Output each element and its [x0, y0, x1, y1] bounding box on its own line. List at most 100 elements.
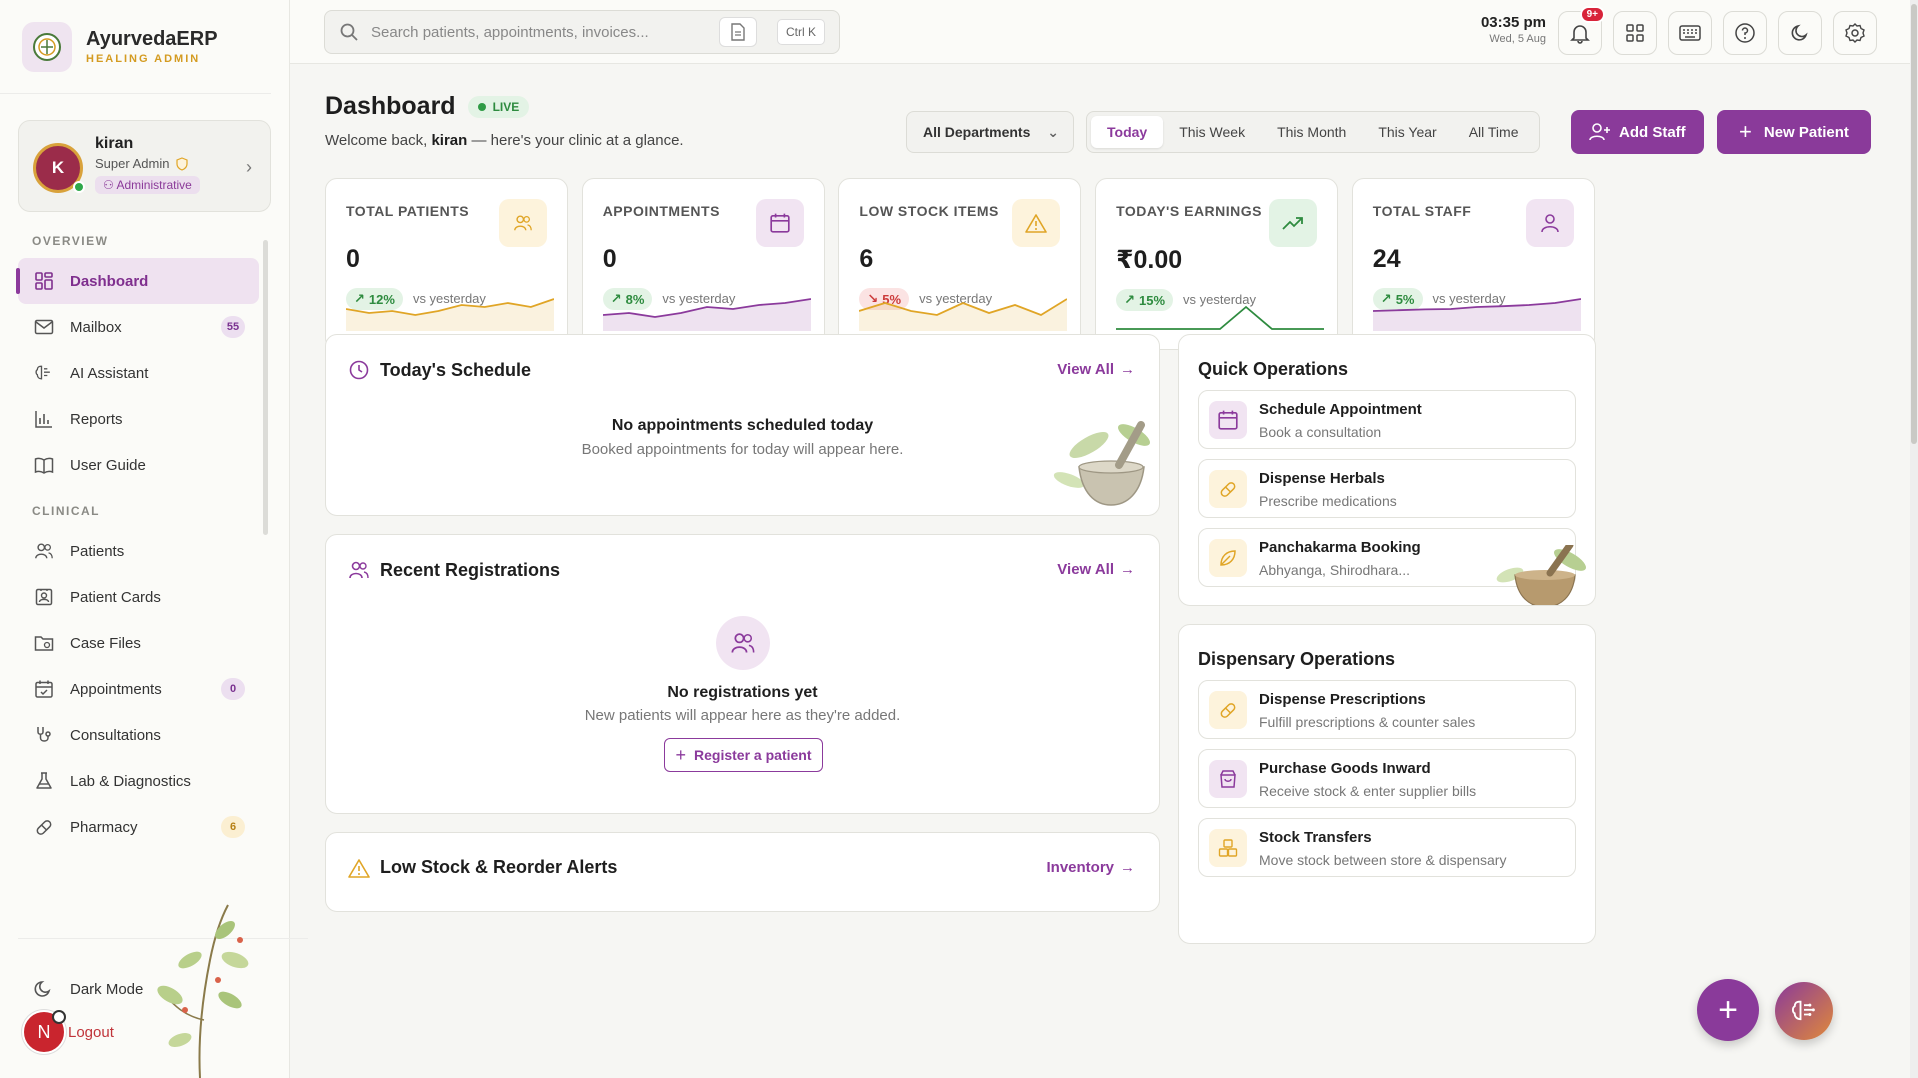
registrations-view-all-label: View All [1057, 561, 1114, 578]
inventory-link[interactable]: Inventory → [1046, 859, 1135, 876]
stat-trend: ↘ 5% [859, 288, 910, 310]
schedule-empty-title: No appointments scheduled today [611, 417, 874, 434]
sidebar-item-case-files[interactable]: Case Files [18, 620, 259, 666]
brand-subtitle: HEALING ADMIN [86, 53, 201, 65]
sidebar-item-dashboard[interactable]: Dashboard [16, 258, 259, 304]
operation-stock-transfers[interactable]: Stock Transfers Move stock between store … [1198, 818, 1576, 877]
calendar-icon [755, 199, 804, 247]
document-search-icon[interactable] [719, 17, 757, 47]
sidebar-item-consultations[interactable]: Consultations [18, 712, 259, 758]
operation-purchase-goods-inward[interactable]: Purchase Goods Inward Receive stock & ent… [1198, 749, 1576, 808]
tab-this-year[interactable]: This Year [1378, 124, 1437, 140]
stat-trend: ↗ 5% [1372, 288, 1423, 310]
help-button[interactable] [1723, 11, 1767, 55]
sparkline-area [346, 299, 554, 331]
clock-date: Wed, 5 Aug [1489, 33, 1546, 45]
sidebar-item-patient-cards[interactable]: Patient Cards [18, 574, 259, 620]
add-staff-button[interactable]: Add Staff [1571, 110, 1704, 154]
empty-users-icon [716, 616, 770, 670]
search-icon [340, 23, 358, 41]
trend-up-icon: ↗ [1124, 292, 1135, 307]
add-staff-label: Add Staff [1619, 123, 1686, 141]
sparkline-line [1372, 298, 1581, 312]
registrations-view-all-link[interactable]: View All → [1057, 561, 1135, 578]
operation-dispense-herbals[interactable]: Dispense Herbals Prescribe medications [1198, 459, 1576, 518]
theme-toggle-button[interactable] [1778, 11, 1822, 55]
role-badge: ⚇ Administrative [95, 176, 200, 194]
operation-subtitle: Abhyanga, Shirodhara... [1259, 562, 1410, 578]
stat-value: 6 [859, 245, 874, 273]
operation-subtitle: Move stock between store & dispensary [1259, 852, 1507, 868]
stat-card-total-patients[interactable]: TOTAL PATIENTS 0 ↗ 12% vs yesterday [325, 178, 568, 350]
stat-card-total-staff[interactable]: TOTAL STAFF 24 ↗ 5% vs yesterday [1351, 178, 1595, 350]
users-icon [349, 561, 369, 579]
settings-button[interactable] [1833, 11, 1877, 55]
tab-all-time[interactable]: All Time [1468, 124, 1519, 140]
search-input[interactable] [371, 23, 711, 41]
sidebar-item-patients[interactable]: Patients [18, 528, 259, 574]
department-select[interactable]: All Departments ⌄ [906, 111, 1074, 153]
stat-card-today-s-earnings[interactable]: TODAY'S EARNINGS ₹0.00 ↗ 15% vs yesterday [1095, 178, 1339, 350]
search-bar[interactable]: Ctrl K [324, 10, 840, 54]
stat-trend: ↗ 15% [1116, 289, 1174, 311]
operation-title: Schedule Appointment [1259, 401, 1422, 418]
sidebar-item-reports[interactable]: Reports [18, 396, 259, 442]
todays-schedule-card: Today's Schedule View All → No appointmen… [325, 334, 1160, 516]
sidebar-item-label: Appointments [70, 680, 162, 698]
nav-clinical-list: Patients Patient Cards Case Files Appointme… [0, 528, 289, 850]
apps-grid-button[interactable] [1613, 11, 1657, 55]
id-card-icon [32, 585, 56, 609]
new-patient-button[interactable]: + New Patient [1717, 110, 1871, 154]
dark-mode-toggle[interactable]: Dark Mode [18, 966, 258, 1012]
chevron-down-icon: ⌄ [1047, 123, 1059, 140]
register-patient-label: Register a patient [694, 747, 812, 763]
folder-icon [32, 631, 56, 655]
operation-subtitle: Prescribe medications [1259, 493, 1397, 509]
stat-comparison: vs yesterday [412, 291, 486, 306]
page-scrollbar[interactable] [1910, 0, 1918, 1078]
sidebar-item-label: User Guide [70, 456, 146, 474]
sidebar-item-lab-diagnostics[interactable]: Lab & Diagnostics [18, 758, 259, 804]
sidebar-item-user-guide[interactable]: User Guide [18, 442, 259, 488]
sidebar-scrollbar[interactable] [263, 240, 268, 535]
sidebar-item-appointments[interactable]: Appointments 0 [18, 666, 259, 712]
sidebar-item-label: Mailbox [70, 318, 122, 336]
sidebar-item-ai-assistant[interactable]: AI Assistant [18, 350, 259, 396]
sidebar-item-label: Consultations [70, 726, 161, 744]
brand[interactable]: AyurvedaERP HEALING ADMIN [0, 0, 271, 94]
logout-avatar: N [22, 1010, 66, 1054]
stat-trend-value: 5% [1395, 291, 1415, 307]
ai-brain-icon [32, 361, 56, 385]
sidebar-item-badge: 55 [221, 316, 245, 338]
register-patient-button[interactable]: + Register a patient [664, 738, 823, 772]
stat-label: APPOINTMENTS [602, 203, 720, 219]
tab-today[interactable]: Today [1091, 116, 1164, 148]
stat-card-appointments[interactable]: APPOINTMENTS 0 ↗ 8% vs yesterday [581, 178, 825, 350]
schedule-view-all-link[interactable]: View All → [1057, 361, 1135, 378]
topbar: Ctrl K 03:35 pm Wed, 5 Aug 9+ [290, 0, 1918, 64]
operation-schedule-appointment[interactable]: Schedule Appointment Book a consultation [1198, 390, 1576, 449]
stat-trend: ↗ 8% [602, 288, 653, 310]
tab-this-week[interactable]: This Week [1179, 124, 1246, 140]
keyboard-shortcuts-button[interactable] [1668, 11, 1712, 55]
operation-dispense-prescriptions[interactable]: Dispense Prescriptions Fulfill prescripti… [1198, 680, 1576, 739]
help-icon [1735, 23, 1755, 43]
stat-card-low-stock-items[interactable]: LOW STOCK ITEMS 6 ↘ 5% vs yesterday [838, 178, 1082, 350]
dark-mode-label: Dark Mode [70, 980, 144, 998]
stat-sparkline [346, 298, 554, 331]
quick-operations-title: Quick Operations [1198, 359, 1349, 379]
sidebar-item-pharmacy[interactable]: Pharmacy 6 [18, 804, 259, 850]
user-card[interactable]: K kiran Super Admin ⚇ Administrative › [18, 120, 271, 212]
logout-button[interactable]: N Logout [22, 1010, 114, 1054]
todays-schedule-header: Today's Schedule [348, 359, 531, 381]
quick-add-fab[interactable]: + [1697, 979, 1759, 1041]
operation-title: Purchase Goods Inward [1259, 760, 1431, 777]
notifications-button[interactable]: 9+ [1558, 6, 1605, 55]
sidebar-item-label: Pharmacy [70, 818, 138, 836]
sidebar-item-mailbox[interactable]: Mailbox 55 [18, 304, 259, 350]
pill-icon [1209, 470, 1247, 508]
boxes-icon [1209, 829, 1247, 867]
dispensary-operations-card: Dispensary Operations Dispense Prescript… [1178, 624, 1596, 944]
tab-this-month[interactable]: This Month [1277, 124, 1347, 140]
ai-assistant-fab[interactable] [1775, 982, 1833, 1040]
